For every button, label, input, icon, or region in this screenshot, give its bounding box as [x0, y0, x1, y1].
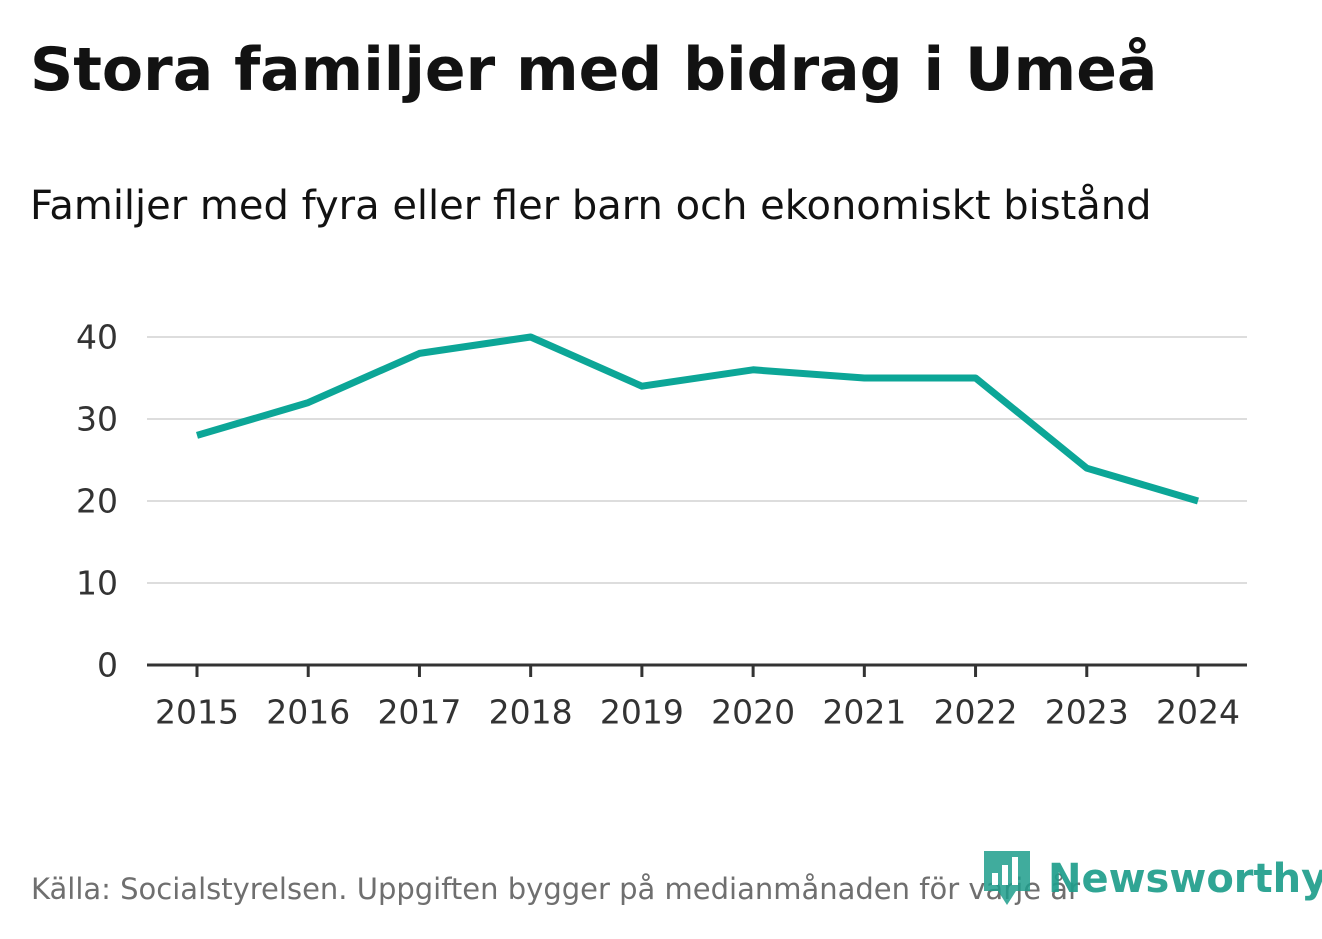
newsworthy-logo-text: Newsworthy: [1048, 856, 1322, 902]
x-tick-label: 2016: [266, 693, 350, 732]
y-axis-labels: 0 10 20 30 40: [76, 318, 118, 685]
y-tick-label: 10: [76, 564, 118, 603]
y-tick-label: 0: [97, 646, 118, 685]
y-tick-label: 30: [76, 400, 118, 439]
x-tick-label: 2018: [489, 693, 573, 732]
x-tick-label: 2019: [600, 693, 684, 732]
chart-subtitle: Familjer med fyra eller fler barn och ek…: [30, 183, 1152, 229]
y-tick-label: 20: [76, 482, 118, 521]
x-axis: [147, 663, 1247, 677]
y-tick-label: 40: [76, 318, 118, 357]
x-tick-label: 2022: [934, 693, 1018, 732]
source-note: Källa: Socialstyrelsen. Uppgiften bygger…: [31, 872, 1080, 906]
x-tick-label: 2021: [822, 693, 906, 732]
series-layer: [196, 333, 1199, 505]
x-axis-labels: 2015 2016 2017 2018 2019 2020 2021 2022 2023 2024: [155, 693, 1240, 732]
x-tick-label: 2020: [711, 693, 795, 732]
newsworthy-logo-icon: [984, 851, 1030, 905]
x-tick-label: 2015: [155, 693, 239, 732]
chart-title: Stora familjer med bidrag i Umeå: [30, 35, 1158, 105]
x-tick-label: 2024: [1156, 693, 1240, 732]
x-tick-label: 2017: [377, 693, 461, 732]
gridlines: [147, 336, 1247, 584]
series-line-0: [196, 333, 1199, 505]
newsworthy-logo[interactable]: Newsworthy: [982, 849, 1322, 909]
x-tick-label: 2023: [1045, 693, 1129, 732]
